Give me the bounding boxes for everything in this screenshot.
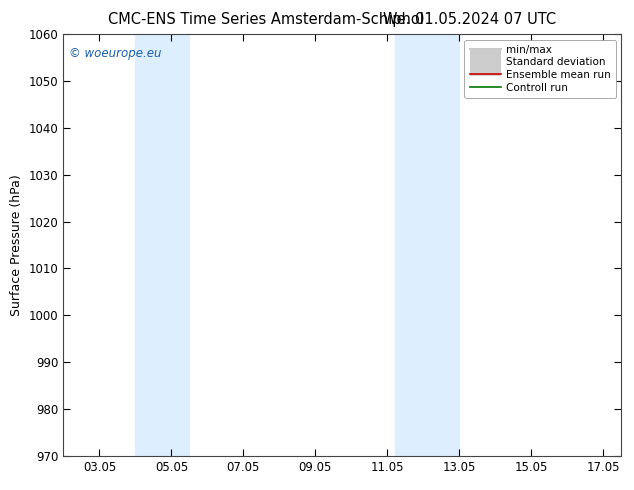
Legend: min/max, Standard deviation, Ensemble mean run, Controll run: min/max, Standard deviation, Ensemble me…: [465, 40, 616, 98]
Text: We. 01.05.2024 07 UTC: We. 01.05.2024 07 UTC: [382, 12, 556, 27]
Text: CMC-ENS Time Series Amsterdam-Schiphol: CMC-ENS Time Series Amsterdam-Schiphol: [108, 12, 424, 27]
Bar: [136, 34, 190, 456]
Y-axis label: Surface Pressure (hPa): Surface Pressure (hPa): [10, 174, 23, 316]
Text: © woeurope.eu: © woeurope.eu: [69, 47, 162, 60]
Bar: [394, 34, 460, 456]
